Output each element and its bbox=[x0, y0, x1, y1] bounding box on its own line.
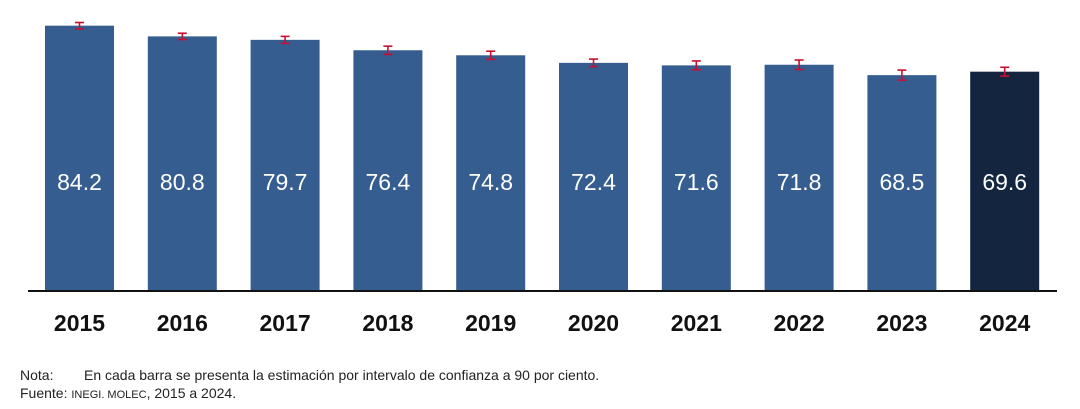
note-line: Nota: En cada barra se presenta la estima… bbox=[20, 366, 599, 384]
value-label-2017: 79.7 bbox=[263, 169, 308, 195]
x-tick-label-2015: 2015 bbox=[54, 310, 105, 336]
error-bar-2015 bbox=[75, 21, 84, 30]
labels-layer: 84.2 2015 80.8 2016 79.7 2017 76.4 2018 74.8 2019… bbox=[54, 169, 1031, 336]
bar-2017 bbox=[250, 39, 320, 291]
x-tick-label-2024: 2024 bbox=[979, 310, 1030, 336]
bar-2021 bbox=[661, 65, 731, 292]
x-tick-label-2016: 2016 bbox=[157, 310, 208, 336]
x-tick-label-2017: 2017 bbox=[260, 310, 311, 336]
x-tick-label-2022: 2022 bbox=[774, 310, 825, 336]
error-bar-2020 bbox=[589, 58, 598, 68]
bar-2020 bbox=[559, 62, 628, 292]
source-line: Fuente: INEGI. MOLEC, 2015 a 2024. bbox=[20, 384, 599, 404]
bar-2023 bbox=[867, 75, 937, 291]
value-label-2023: 68.5 bbox=[880, 169, 925, 195]
bar-chart: 84.2 2015 80.8 2016 79.7 2017 76.4 2018 74.8 2019… bbox=[28, 21, 1057, 336]
value-label-2018: 76.4 bbox=[366, 169, 411, 195]
bar-2016 bbox=[147, 36, 217, 291]
x-tick-label-2020: 2020 bbox=[568, 310, 619, 336]
error-bar-2022 bbox=[794, 59, 804, 71]
value-label-2022: 71.8 bbox=[777, 169, 822, 195]
x-tick-label-2023: 2023 bbox=[876, 310, 927, 336]
bar-2022 bbox=[764, 64, 834, 291]
error-bar-2016 bbox=[177, 32, 187, 41]
x-tick-label-2019: 2019 bbox=[465, 310, 516, 336]
note-label: Nota: bbox=[20, 367, 54, 383]
value-label-2021: 71.6 bbox=[674, 169, 719, 195]
note-text: En cada barra se presenta la estimación … bbox=[84, 367, 600, 383]
error-bar-2017 bbox=[280, 35, 290, 45]
error-bar-2023 bbox=[897, 69, 907, 81]
error-bar-2021 bbox=[691, 60, 701, 71]
value-label-2024: 69.6 bbox=[982, 169, 1027, 195]
error-bar-2024 bbox=[1000, 66, 1010, 77]
value-label-2015: 84.2 bbox=[57, 169, 102, 195]
source-org: INEGI. MOLEC bbox=[71, 389, 147, 401]
source-label: Fuente: bbox=[20, 385, 68, 401]
bar-2018 bbox=[353, 50, 423, 292]
bars-layer bbox=[45, 21, 1040, 292]
source-rest: , 2015 a 2024. bbox=[146, 385, 237, 401]
value-label-2016: 80.8 bbox=[160, 169, 205, 195]
x-tick-label-2021: 2021 bbox=[671, 310, 722, 336]
bar-2015 bbox=[45, 25, 114, 292]
value-label-2020: 72.4 bbox=[571, 169, 616, 195]
error-bar-2019 bbox=[486, 50, 496, 61]
bar-2019 bbox=[456, 55, 526, 291]
value-label-2019: 74.8 bbox=[468, 169, 513, 195]
error-bar-2018 bbox=[383, 45, 393, 56]
chart-notes: Nota: En cada barra se presenta la estima… bbox=[20, 366, 599, 404]
bar-2024 bbox=[970, 71, 1040, 291]
x-tick-label-2018: 2018 bbox=[362, 310, 413, 336]
